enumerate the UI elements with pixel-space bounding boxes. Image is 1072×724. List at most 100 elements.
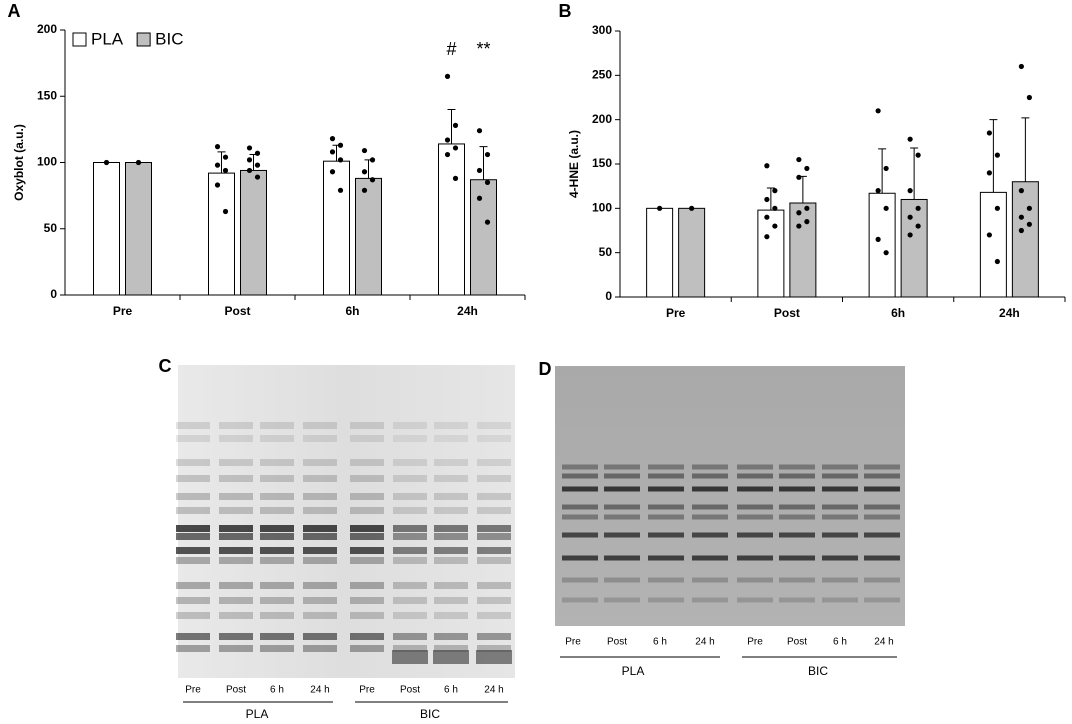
panel-label: C (159, 356, 172, 376)
blot-band (303, 582, 337, 589)
data-point (361, 187, 368, 193)
data-point (254, 150, 261, 156)
data-point (772, 223, 778, 229)
data-point (246, 157, 253, 163)
legend-swatch (136, 32, 151, 47)
blot-band (393, 493, 427, 500)
data-point (907, 188, 913, 194)
data-point (476, 128, 483, 134)
lane-label: 6 h (444, 685, 458, 696)
blot-band (864, 532, 900, 538)
blot-band (219, 645, 253, 652)
blot-band (393, 597, 427, 604)
data-point (875, 108, 881, 114)
data-point (764, 234, 770, 240)
blot-band (260, 557, 294, 564)
group-label: BIC (808, 664, 828, 678)
blot-band (260, 547, 294, 554)
lane-label: Post (226, 685, 246, 696)
blot-band (648, 532, 684, 538)
blot-band (604, 532, 640, 538)
group-label: BIC (420, 707, 440, 721)
blot-band (434, 582, 468, 589)
blot-band (477, 645, 511, 652)
blot-band (434, 557, 468, 564)
blot-band (434, 645, 468, 652)
blot-band (219, 422, 253, 429)
blot-band (219, 557, 253, 564)
data-point (222, 154, 229, 160)
blot-band (822, 577, 858, 583)
blot-band (737, 555, 773, 561)
data-point (764, 214, 770, 220)
blot-band (260, 525, 294, 532)
y-tick-label: 50 (44, 221, 58, 235)
blot-band (219, 597, 253, 604)
blot-band (393, 612, 427, 619)
data-point (361, 147, 368, 154)
blot-band (434, 547, 468, 554)
blot-band (350, 582, 384, 589)
blot-band (604, 514, 640, 520)
blot-band (393, 475, 427, 482)
y-tick-label: 0 (50, 287, 57, 301)
blot-band (779, 577, 815, 583)
bar (438, 143, 465, 296)
blot-band (604, 504, 640, 510)
blot-band (434, 493, 468, 500)
blot-band (477, 422, 511, 429)
data-point (915, 205, 921, 211)
panel-label: D (539, 359, 552, 379)
lane-label: 24 h (874, 637, 893, 648)
data-point (994, 258, 1000, 265)
blot-band (692, 504, 728, 510)
blot-band (303, 493, 337, 500)
blot-band (176, 557, 210, 564)
error-bar (217, 151, 226, 174)
panel-label: A (8, 1, 21, 21)
blot-band (477, 507, 511, 514)
blot-band (393, 533, 427, 540)
blot-band (393, 507, 427, 514)
lane-label: Pre (565, 637, 581, 648)
data-point (444, 151, 451, 158)
blot-band (303, 422, 337, 429)
data-point (369, 157, 376, 163)
data-point (796, 156, 802, 163)
group-label: PLA (622, 664, 645, 678)
error-bar (479, 146, 488, 180)
x-tick-label: 6h (345, 304, 359, 318)
blot-band (303, 533, 337, 540)
blot-band (176, 533, 210, 540)
data-point (452, 175, 459, 181)
data-point (1018, 227, 1024, 234)
data-point (796, 174, 802, 180)
error-bar (249, 154, 258, 171)
error-bar (364, 159, 373, 179)
error-bar (989, 119, 998, 193)
blot-band (350, 547, 384, 554)
data-point (337, 142, 344, 148)
data-point (907, 214, 913, 220)
blot-band (176, 475, 210, 482)
data-point (476, 167, 483, 174)
x-tick-label: 24h (999, 306, 1020, 320)
blot-band (176, 459, 210, 466)
data-point (986, 232, 992, 238)
blot-band (779, 514, 815, 520)
data-point (1018, 63, 1024, 70)
data-point (214, 182, 221, 188)
blot-band (176, 422, 210, 429)
blot-band (477, 597, 511, 604)
blot-band (260, 459, 294, 466)
lane-label: 6 h (833, 637, 847, 648)
blot-band (477, 435, 511, 442)
blot-band (692, 486, 728, 492)
blot-band (434, 422, 468, 429)
panel-label: B (559, 1, 572, 21)
data-point (796, 223, 802, 229)
blot-band (260, 475, 294, 482)
data-point (994, 152, 1000, 158)
blot-band (779, 486, 815, 492)
lane-label: 6 h (270, 685, 284, 696)
